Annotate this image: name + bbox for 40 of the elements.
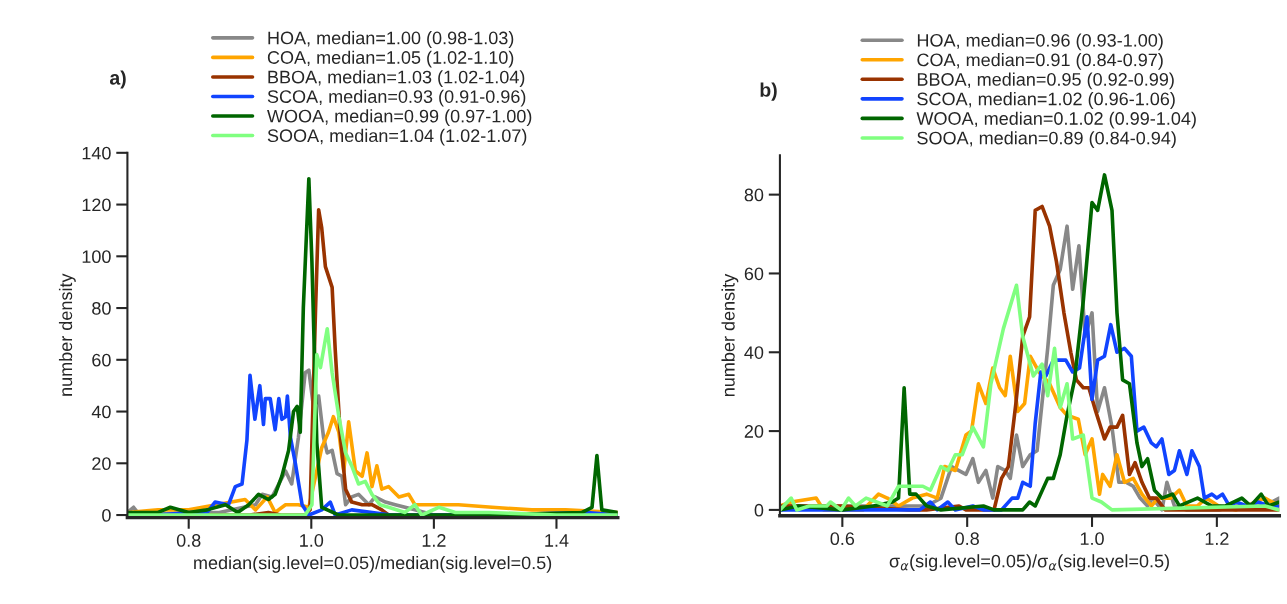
y-tick-label: 20 [92,457,111,471]
y-tick-label: 40 [744,346,764,359]
y-axis-title: number density [58,273,76,396]
x-tick-label: 1.2 [422,534,446,547]
x-tick-label: 1.0 [1080,532,1104,546]
legend-label: SCOA, median=0.93 (0.91-0.96) [267,89,526,107]
legend-label: HOA, median=0.96 (0.93-1.00) [917,33,1163,51]
y-tick-label: 40 [91,405,111,419]
y-tick-label: 60 [744,267,764,281]
legend-label: SOOA, median=1.04 (1.02-1.07) [267,128,527,146]
legend-label: WOOA, median=0.1.02 (0.99-1.04) [916,111,1196,129]
y-tick-label: 120 [82,198,111,212]
x-tick-label: 1.4 [545,534,569,547]
text: b) [760,82,777,101]
legend-label: COA, median=1.05 (1.02-1.10) [267,50,514,68]
legend-label: WOOA, median=0.99 (0.97-1.00) [267,109,532,127]
x-tick-label: 0.6 [830,532,855,546]
legend-label: SCOA, median=1.02 (0.96-1.06) [917,92,1175,109]
y-tick-label: 140 [82,146,111,160]
y-axis-title: number density [721,273,739,397]
y-tick-label: 0 [102,508,111,522]
x-axis-title: σ$_{α}$(sig.level=0.05)/σ$_{α}$(sig.level=0.5) [889,554,1169,572]
x-tick-label: 0.8 [176,534,201,547]
legend-label: SOOA, median=0.89 (0.84-0.94) [917,131,1176,148]
x-tick-label: 0.8 [955,532,979,546]
y-tick-label: 20 [744,425,764,438]
legend-label: BBOA, median=1.03 (1.02-1.04) [268,70,525,87]
x-axis-title: median(sig.level=0.05)/median(sig.level=0.5) [194,555,552,573]
y-tick-label: 80 [744,188,764,202]
legend-label: COA, median=0.91 (0.84-0.97) [917,53,1163,70]
x-tick-label: 1.2 [1205,532,1229,545]
line-series [127,326,618,517]
y-tick-label: 80 [92,301,111,315]
y-tick-label: 100 [82,250,111,264]
text: a) [109,70,126,89]
y-tick-label: 0 [754,503,764,517]
legend-label: HOA, median=1.00 (0.98-1.03) [268,31,514,48]
x-tick-label: 1.0 [300,534,324,547]
legend-label: BBOA, median=0.95 (0.92-0.99) [917,72,1174,90]
y-tick-label: 60 [92,353,111,367]
